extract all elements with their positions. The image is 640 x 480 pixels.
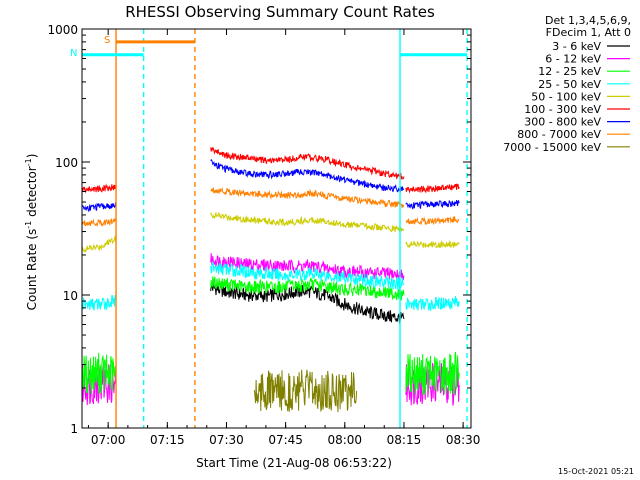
y-axis-label: Count Rate (s-1 detector-1) [24, 154, 39, 311]
legend-label-2: 12 - 25 keV [538, 65, 601, 78]
y-tick-label-2: 100 [55, 156, 78, 170]
legend-label-1: 6 - 12 keV [545, 53, 601, 66]
series-line-4-1 [210, 212, 405, 233]
series-line-6-1 [210, 159, 405, 193]
series-line-7-0 [82, 217, 117, 228]
marker-layer [115, 29, 468, 428]
x-tick-label-1: 07:15 [150, 433, 185, 447]
series-line-1-1 [210, 253, 405, 282]
chart-title: RHESSI Observing Summary Count Rates [125, 3, 435, 21]
series-line-6-2 [405, 199, 460, 210]
series-line-4-2 [405, 240, 460, 249]
y-tick-label-3: 1000 [47, 23, 78, 37]
plot-frame [81, 28, 472, 429]
series-layer [82, 146, 460, 413]
series-line-6-0 [82, 202, 117, 213]
y-tick-label-0: 1 [70, 422, 78, 436]
x-tick-label-3: 07:45 [268, 433, 303, 447]
legend-label-6: 300 - 800 keV [524, 116, 601, 129]
x-tick-label-0: 07:00 [91, 433, 126, 447]
series-line-2-0 [82, 352, 117, 395]
series-line-7-1 [210, 186, 405, 209]
legend-label-8: 7000 - 15000 keV [503, 141, 601, 154]
series-line-5-2 [405, 183, 460, 194]
series-line-4-0 [82, 234, 117, 253]
legend-header-1: FDecim 1, Att 0 [546, 26, 631, 39]
series-line-5-0 [82, 183, 117, 194]
flag-label-0: S [104, 35, 110, 46]
series-line-2-2 [405, 351, 460, 396]
legend-label-4: 50 - 100 keV [531, 90, 601, 103]
flag-layer: SN [70, 35, 468, 59]
x-axis-label: Start Time (21-Aug-08 06:53:22) [196, 456, 392, 470]
legend-label-5: 100 - 300 keV [524, 103, 601, 116]
y-tick-label-1: 10 [63, 289, 78, 303]
series-line-8-0 [253, 369, 358, 413]
series-line-3-2 [405, 295, 460, 311]
series-line-5-1 [210, 146, 405, 180]
legend-label-7: 800 - 7000 keV [517, 128, 601, 141]
x-tick-label-2: 07:30 [209, 433, 244, 447]
x-axis: 07:00 07:15 07:30 07:45 08:00 08:15 08:30 [87, 29, 481, 447]
y-axis: 1 10 100 1000 [47, 23, 471, 436]
legend-label-0: 3 - 6 keV [552, 40, 601, 53]
flag-label-1: N [70, 48, 77, 59]
series-line-3-0 [82, 295, 117, 311]
x-tick-label-6: 08:30 [446, 433, 481, 447]
series-line-7-2 [405, 216, 460, 226]
series-line-3-1 [210, 261, 405, 290]
legend-label-3: 25 - 50 keV [538, 78, 601, 91]
legend: Det 1,3,4,5,6,9,FDecim 1, Att 03 - 6 keV… [503, 14, 631, 154]
legend-header-0: Det 1,3,4,5,6,9, [545, 14, 631, 27]
x-tick-label-4: 08:00 [327, 433, 362, 447]
series-line-2-1 [210, 276, 405, 301]
footer-timestamp: 15-Oct-2021 05:21 [558, 467, 634, 476]
x-tick-label-5: 08:15 [387, 433, 422, 447]
